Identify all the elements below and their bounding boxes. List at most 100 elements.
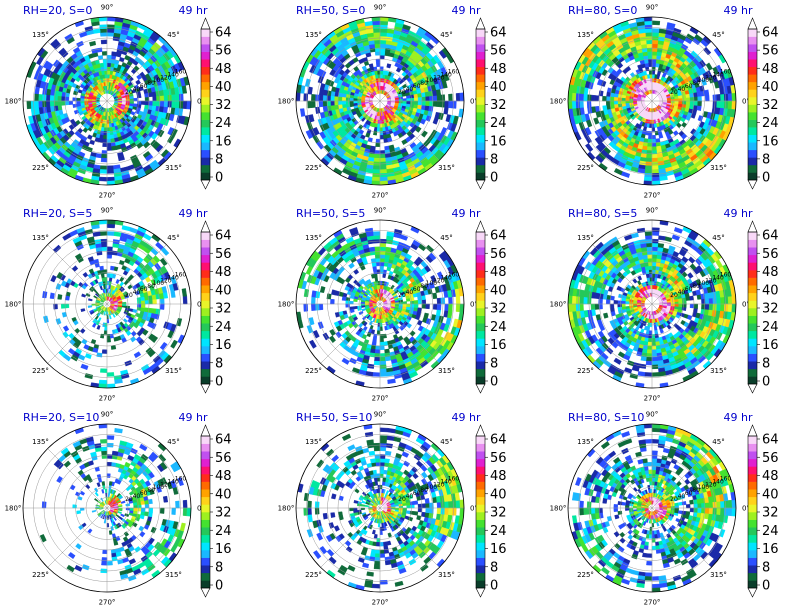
- colorbar-tick-label: 24: [215, 116, 232, 131]
- precip-cell: [311, 297, 316, 305]
- colorbar-swatch: [476, 247, 485, 256]
- precip-cell: [646, 51, 653, 56]
- precip-cell: [568, 92, 573, 102]
- precip-cell: [651, 150, 658, 155]
- precip-cell: [379, 250, 386, 255]
- precip-cell: [106, 58, 112, 64]
- precip-cell: [379, 242, 387, 248]
- precip-cell: [100, 39, 108, 45]
- precip-cell: [432, 54, 441, 64]
- precip-cell: [60, 100, 66, 106]
- precip-cell: [374, 353, 381, 358]
- precip-cell: [682, 100, 687, 105]
- precip-cell: [152, 100, 157, 107]
- precip-field: [568, 17, 736, 185]
- precip-cell: [296, 92, 301, 102]
- colorbar-tick-label: 64: [762, 26, 779, 41]
- precip-cell: [161, 286, 168, 294]
- precip-cell: [644, 172, 653, 178]
- colorbar-tick-label: 0: [215, 171, 223, 186]
- colorbar-extend-max: [200, 220, 211, 233]
- colorbar-tick-label: 32: [490, 302, 507, 317]
- precip-cell: [666, 22, 676, 29]
- precip-cell: [151, 335, 159, 344]
- precip-cell: [130, 330, 137, 337]
- precip-cell: [132, 308, 138, 314]
- precip-cell: [178, 100, 184, 109]
- precip-cell: [379, 165, 387, 170]
- precip-cell: [106, 220, 116, 225]
- colorbar-swatch: [201, 232, 210, 240]
- colorbar-swatch: [201, 330, 210, 339]
- colorbar-tick-label: 48: [762, 62, 779, 77]
- precip-cell: [379, 372, 388, 377]
- colorbar-extend-min: [475, 383, 486, 394]
- precip-cell: [651, 127, 656, 132]
- precip-cell: [80, 98, 85, 102]
- precip-cell: [303, 93, 309, 102]
- precip-cell: [104, 123, 108, 128]
- precip-cell: [379, 265, 384, 271]
- polar-panel: 90°45°0°315°270°225°180°135°204060801001…: [5, 4, 232, 200]
- angle-label: 180°: [278, 98, 295, 106]
- precip-cell: [170, 290, 176, 298]
- precip-cell: [95, 101, 100, 104]
- colorbar-swatch: [201, 285, 210, 294]
- precip-cell: [379, 345, 385, 351]
- colorbar-swatch: [748, 164, 757, 173]
- radial-tick-label: 140: [440, 274, 452, 281]
- precip-cell: [171, 94, 176, 102]
- precip-cell: [681, 121, 688, 128]
- colorbar-swatch: [201, 164, 210, 173]
- panel-time-label: 49 hr: [179, 207, 208, 220]
- colorbar-swatch: [476, 29, 485, 37]
- colorbar-swatch: [748, 51, 757, 60]
- radial-tick-label: 120: [160, 277, 172, 284]
- precip-cell: [341, 296, 347, 301]
- angle-label: 45°: [167, 234, 179, 242]
- precip-cell: [602, 95, 607, 102]
- precip-cell: [644, 24, 653, 30]
- precip-cell: [360, 301, 366, 305]
- precip-cell: [372, 28, 381, 33]
- precip-cell: [371, 20, 381, 26]
- precip-cell: [375, 58, 381, 64]
- precip-cell: [110, 265, 115, 271]
- precip-cell: [651, 66, 656, 71]
- colorbar-swatch: [476, 361, 485, 370]
- precip-cell: [106, 318, 110, 324]
- precip-cell: [106, 17, 116, 22]
- precip-cell: [98, 176, 108, 182]
- angle-label: 270°: [99, 395, 116, 403]
- colorbar-swatch: [476, 262, 485, 271]
- colorbar-extend-max: [747, 17, 758, 30]
- colorbar-swatch: [201, 361, 210, 370]
- angle-label: 315°: [710, 164, 727, 172]
- precip-cell: [26, 100, 32, 110]
- precip-cell: [95, 153, 103, 159]
- colorbar-swatch: [201, 74, 210, 83]
- precip-cell: [613, 100, 619, 105]
- grid-spoke: [379, 100, 440, 161]
- precip-cell: [159, 341, 168, 351]
- precip-cell: [330, 100, 335, 107]
- precip-cell: [379, 39, 387, 45]
- precip-cell: [49, 95, 55, 102]
- colorbar-tick-label: 48: [490, 265, 507, 280]
- precip-cell: [95, 304, 100, 307]
- precip-cell: [106, 223, 116, 229]
- colorbar-swatch: [748, 36, 757, 45]
- precip-cell: [374, 349, 381, 354]
- precip-cell: [571, 92, 577, 102]
- angle-label: 90°: [374, 4, 386, 12]
- precip-cell: [379, 20, 389, 26]
- precip-cell: [361, 308, 367, 312]
- precip-cell: [121, 225, 131, 232]
- precip-cell: [406, 322, 412, 329]
- precip-cell: [99, 302, 104, 304]
- precip-cell: [651, 134, 656, 140]
- precip-field: [296, 226, 464, 387]
- precip-cell: [144, 96, 150, 102]
